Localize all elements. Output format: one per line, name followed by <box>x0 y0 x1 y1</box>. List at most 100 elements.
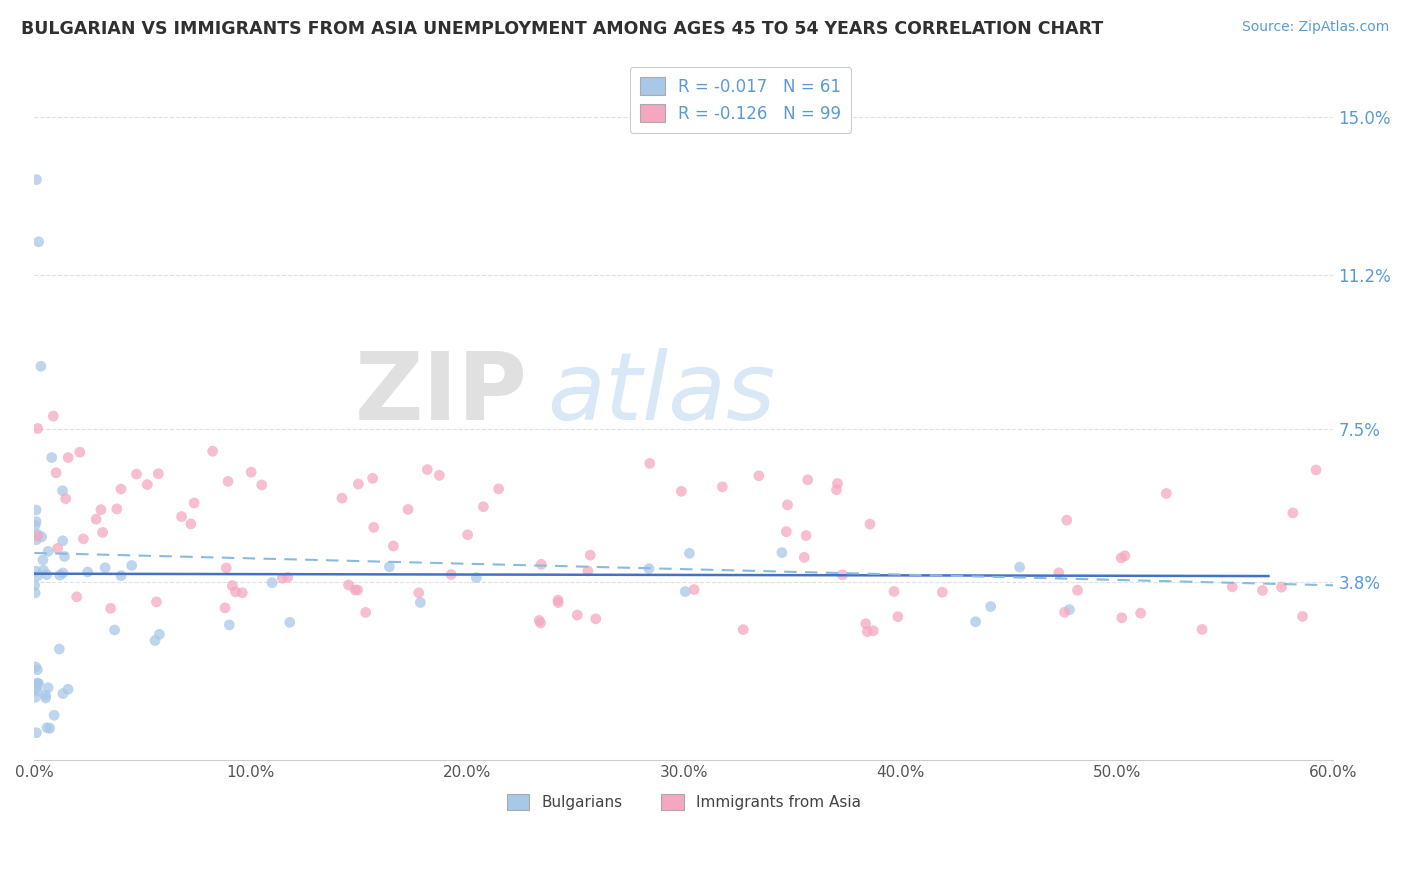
Point <box>27 529 49 543</box>
Point <box>416 462 439 476</box>
Point <box>145 595 167 609</box>
Point <box>1291 609 1313 624</box>
Point <box>1056 513 1078 527</box>
Point <box>24 586 46 600</box>
Point <box>796 473 818 487</box>
Point <box>278 615 301 630</box>
Point <box>529 615 551 630</box>
Point <box>32 553 55 567</box>
Point <box>27 663 49 677</box>
Point <box>547 593 569 607</box>
Point <box>347 477 370 491</box>
Point <box>136 477 159 491</box>
Point <box>472 500 495 514</box>
Point <box>37 681 59 695</box>
Point <box>24 518 46 533</box>
Point <box>1109 550 1132 565</box>
Point <box>90 502 112 516</box>
Point <box>25 564 48 578</box>
Point <box>240 465 263 479</box>
Point <box>1191 623 1213 637</box>
Point <box>465 571 488 585</box>
Point <box>31 530 53 544</box>
Point <box>24 660 46 674</box>
Point <box>110 482 132 496</box>
Point <box>887 609 910 624</box>
Point <box>488 482 510 496</box>
Point <box>1220 580 1243 594</box>
Point <box>27 684 49 698</box>
Point <box>260 575 283 590</box>
Point <box>100 601 122 615</box>
Point <box>683 582 706 597</box>
Point <box>965 615 987 629</box>
Point <box>567 608 589 623</box>
Legend: Bulgarians, Immigrants from Asia: Bulgarians, Immigrants from Asia <box>501 788 868 816</box>
Point <box>148 467 170 481</box>
Point <box>529 614 551 628</box>
Point <box>34 688 56 702</box>
Text: ZIP: ZIP <box>356 348 529 440</box>
Point <box>46 541 69 556</box>
Point <box>37 544 59 558</box>
Point <box>346 582 368 597</box>
Point <box>94 560 117 574</box>
Point <box>831 567 853 582</box>
Point <box>770 545 793 559</box>
Point <box>1008 560 1031 574</box>
Point <box>1053 605 1076 619</box>
Point <box>382 539 405 553</box>
Point <box>859 517 882 532</box>
Point <box>457 528 479 542</box>
Point <box>579 548 602 562</box>
Point <box>673 584 696 599</box>
Point <box>121 558 143 573</box>
Point <box>1305 463 1327 477</box>
Point <box>52 533 75 548</box>
Point <box>225 585 247 599</box>
Point <box>794 528 817 542</box>
Point <box>337 578 360 592</box>
Point <box>27 676 49 690</box>
Point <box>883 584 905 599</box>
Point <box>1111 611 1133 625</box>
Point <box>27 421 49 435</box>
Point <box>28 235 51 249</box>
Point <box>711 480 734 494</box>
Point <box>104 623 127 637</box>
Point <box>1059 602 1081 616</box>
Point <box>215 561 238 575</box>
Point <box>45 466 67 480</box>
Point <box>84 512 107 526</box>
Point <box>56 682 79 697</box>
Point <box>427 468 450 483</box>
Point <box>748 468 770 483</box>
Point <box>91 525 114 540</box>
Point <box>576 564 599 578</box>
Point <box>547 596 569 610</box>
Point <box>52 566 75 580</box>
Point <box>201 444 224 458</box>
Point <box>1066 583 1088 598</box>
Point <box>32 563 55 577</box>
Point <box>1156 486 1178 500</box>
Point <box>638 457 661 471</box>
Point <box>105 501 128 516</box>
Point <box>793 550 815 565</box>
Point <box>409 595 432 609</box>
Point <box>825 483 848 497</box>
Point <box>51 483 73 498</box>
Point <box>776 498 799 512</box>
Point <box>396 502 419 516</box>
Point <box>361 471 384 485</box>
Point <box>41 450 63 465</box>
Point <box>25 725 48 739</box>
Point <box>35 567 58 582</box>
Point <box>56 450 79 465</box>
Point <box>25 681 48 695</box>
Point <box>408 586 430 600</box>
Point <box>143 633 166 648</box>
Point <box>55 491 77 506</box>
Point <box>1251 583 1274 598</box>
Point <box>180 516 202 531</box>
